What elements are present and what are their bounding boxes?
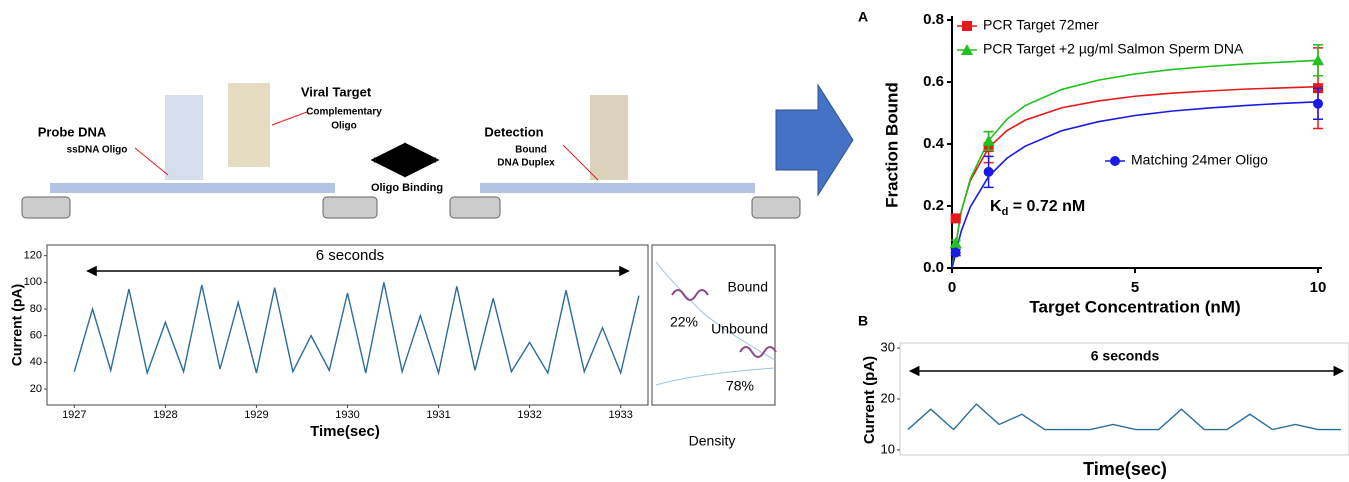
- y-tick-label: 80: [30, 303, 42, 315]
- marker: [982, 134, 995, 146]
- marker: [1110, 156, 1120, 166]
- y-axis-label: Current (pA): [9, 284, 25, 366]
- y-tick-label: 60: [30, 330, 42, 342]
- density-label: 78%: [726, 378, 754, 394]
- density-label: Unbound: [711, 321, 768, 337]
- y-tick-label: 0.2: [923, 197, 944, 214]
- diagram: Probe DNA ssDNA Oligo Viral Target Compl…: [21, 83, 854, 219]
- nanowire: [50, 183, 335, 193]
- electrode: [751, 196, 801, 219]
- y-axis-label: Fraction Bound: [882, 82, 901, 208]
- x-axis-label: Time(sec): [1083, 459, 1167, 479]
- label: Probe DNA: [38, 124, 107, 139]
- pointer: [562, 144, 599, 181]
- annotation: 6 seconds: [316, 247, 384, 264]
- y-tick-label: 0.0: [923, 259, 944, 276]
- x-tick-label: 1933: [608, 409, 632, 421]
- trace-line: [73, 282, 640, 376]
- x-tick-label: 1932: [517, 409, 541, 421]
- x-tick-label: 1931: [426, 409, 450, 421]
- y-tick-label: 0.6: [923, 73, 944, 90]
- marker: [1312, 54, 1324, 66]
- x-tick-label: 5: [1131, 279, 1139, 296]
- density-title: Density: [689, 433, 736, 449]
- y-tick-label: 20: [30, 383, 42, 395]
- pointer: [134, 147, 169, 176]
- label: Complementary: [306, 107, 382, 118]
- x-axis-label: Time(sec): [310, 423, 380, 440]
- label: Detection: [484, 124, 543, 139]
- label: Oligo Binding: [371, 182, 443, 194]
- legend-label: PCR Target 72mer: [983, 17, 1099, 33]
- label: DNA Duplex: [497, 158, 555, 169]
- legend-label: PCR Target +2 µg/ml Salmon Sperm DNA: [983, 41, 1244, 57]
- marker: [1313, 98, 1323, 109]
- kd-annotation: Kd = 0.72 nM: [990, 198, 1085, 218]
- trace-chart-b: 10 20 30 B Current (pA) Time(sec) 6 seconds: [858, 313, 1349, 479]
- y-tick-label: 0.8: [923, 11, 944, 28]
- y-axis-label: Current (pA): [861, 356, 878, 444]
- density-curve: [655, 367, 776, 386]
- x-tick-label: 1930: [335, 409, 359, 421]
- density-label: Bound: [728, 279, 768, 295]
- trace-chart: 20 40 60 80 100 120 1927 1928 1929 1930 1931 1932 19…: [9, 244, 777, 449]
- marker: [961, 44, 973, 55]
- marker: [950, 247, 961, 258]
- label: Viral Target: [301, 84, 372, 99]
- kd-rest: = 0.72 nM: [1008, 198, 1085, 215]
- pointer: [271, 111, 308, 126]
- duplex-image: [590, 95, 628, 180]
- marker: [950, 213, 961, 224]
- fit-curve: [951, 101, 1319, 269]
- x-tick-label: 1929: [244, 409, 268, 421]
- electrode: [322, 196, 378, 219]
- x-axis-label: Target Concentration (nM): [1029, 297, 1240, 316]
- y-tick-label: 40: [30, 356, 42, 368]
- label: ssDNA Oligo: [67, 145, 128, 156]
- binding-chart: 0.0 0.2 0.4 0.6 0.8 0 5 10 A Fraction Bound Target…: [858, 9, 1326, 317]
- trace-line: [907, 403, 1341, 431]
- label: Oligo: [331, 121, 357, 132]
- x-tick-label: 0: [948, 279, 956, 296]
- label: Bound: [515, 145, 547, 156]
- bound-wave: [671, 289, 709, 301]
- marker: [949, 237, 962, 249]
- plot-frame: [899, 342, 1349, 456]
- big-arrow: [775, 83, 854, 197]
- fit-curve: [951, 59, 1319, 269]
- density-curve: [655, 261, 776, 361]
- kd-sub: d: [1002, 206, 1009, 218]
- y-tick-label: 0.4: [923, 135, 945, 152]
- annotation: 6 seconds: [1091, 348, 1160, 364]
- x-tick-label: 10: [1310, 279, 1327, 296]
- density-label: 22%: [670, 314, 698, 330]
- y-tick-label: 10: [881, 441, 895, 456]
- panel-label: A: [858, 9, 868, 25]
- y-tick-label: 20: [881, 390, 895, 405]
- electrode: [449, 196, 501, 219]
- nanowire: [480, 183, 755, 193]
- x-tick-label: 1927: [62, 409, 86, 421]
- target-image: [228, 83, 270, 167]
- panel-label: B: [858, 313, 868, 329]
- y-tick-label: 100: [24, 276, 42, 288]
- unbound-wave: [739, 346, 777, 358]
- kd-main: K: [990, 198, 1002, 215]
- y-tick-label: 30: [881, 340, 895, 355]
- probe-image: [165, 95, 203, 180]
- fit-curve: [951, 85, 1319, 269]
- density-frame: [651, 244, 776, 406]
- marker: [983, 166, 994, 177]
- y-tick-label: 120: [24, 250, 42, 262]
- x-tick-label: 1928: [153, 409, 177, 421]
- legend-label: Matching 24mer Oligo: [1131, 152, 1268, 168]
- marker: [962, 21, 972, 31]
- electrode: [21, 196, 71, 219]
